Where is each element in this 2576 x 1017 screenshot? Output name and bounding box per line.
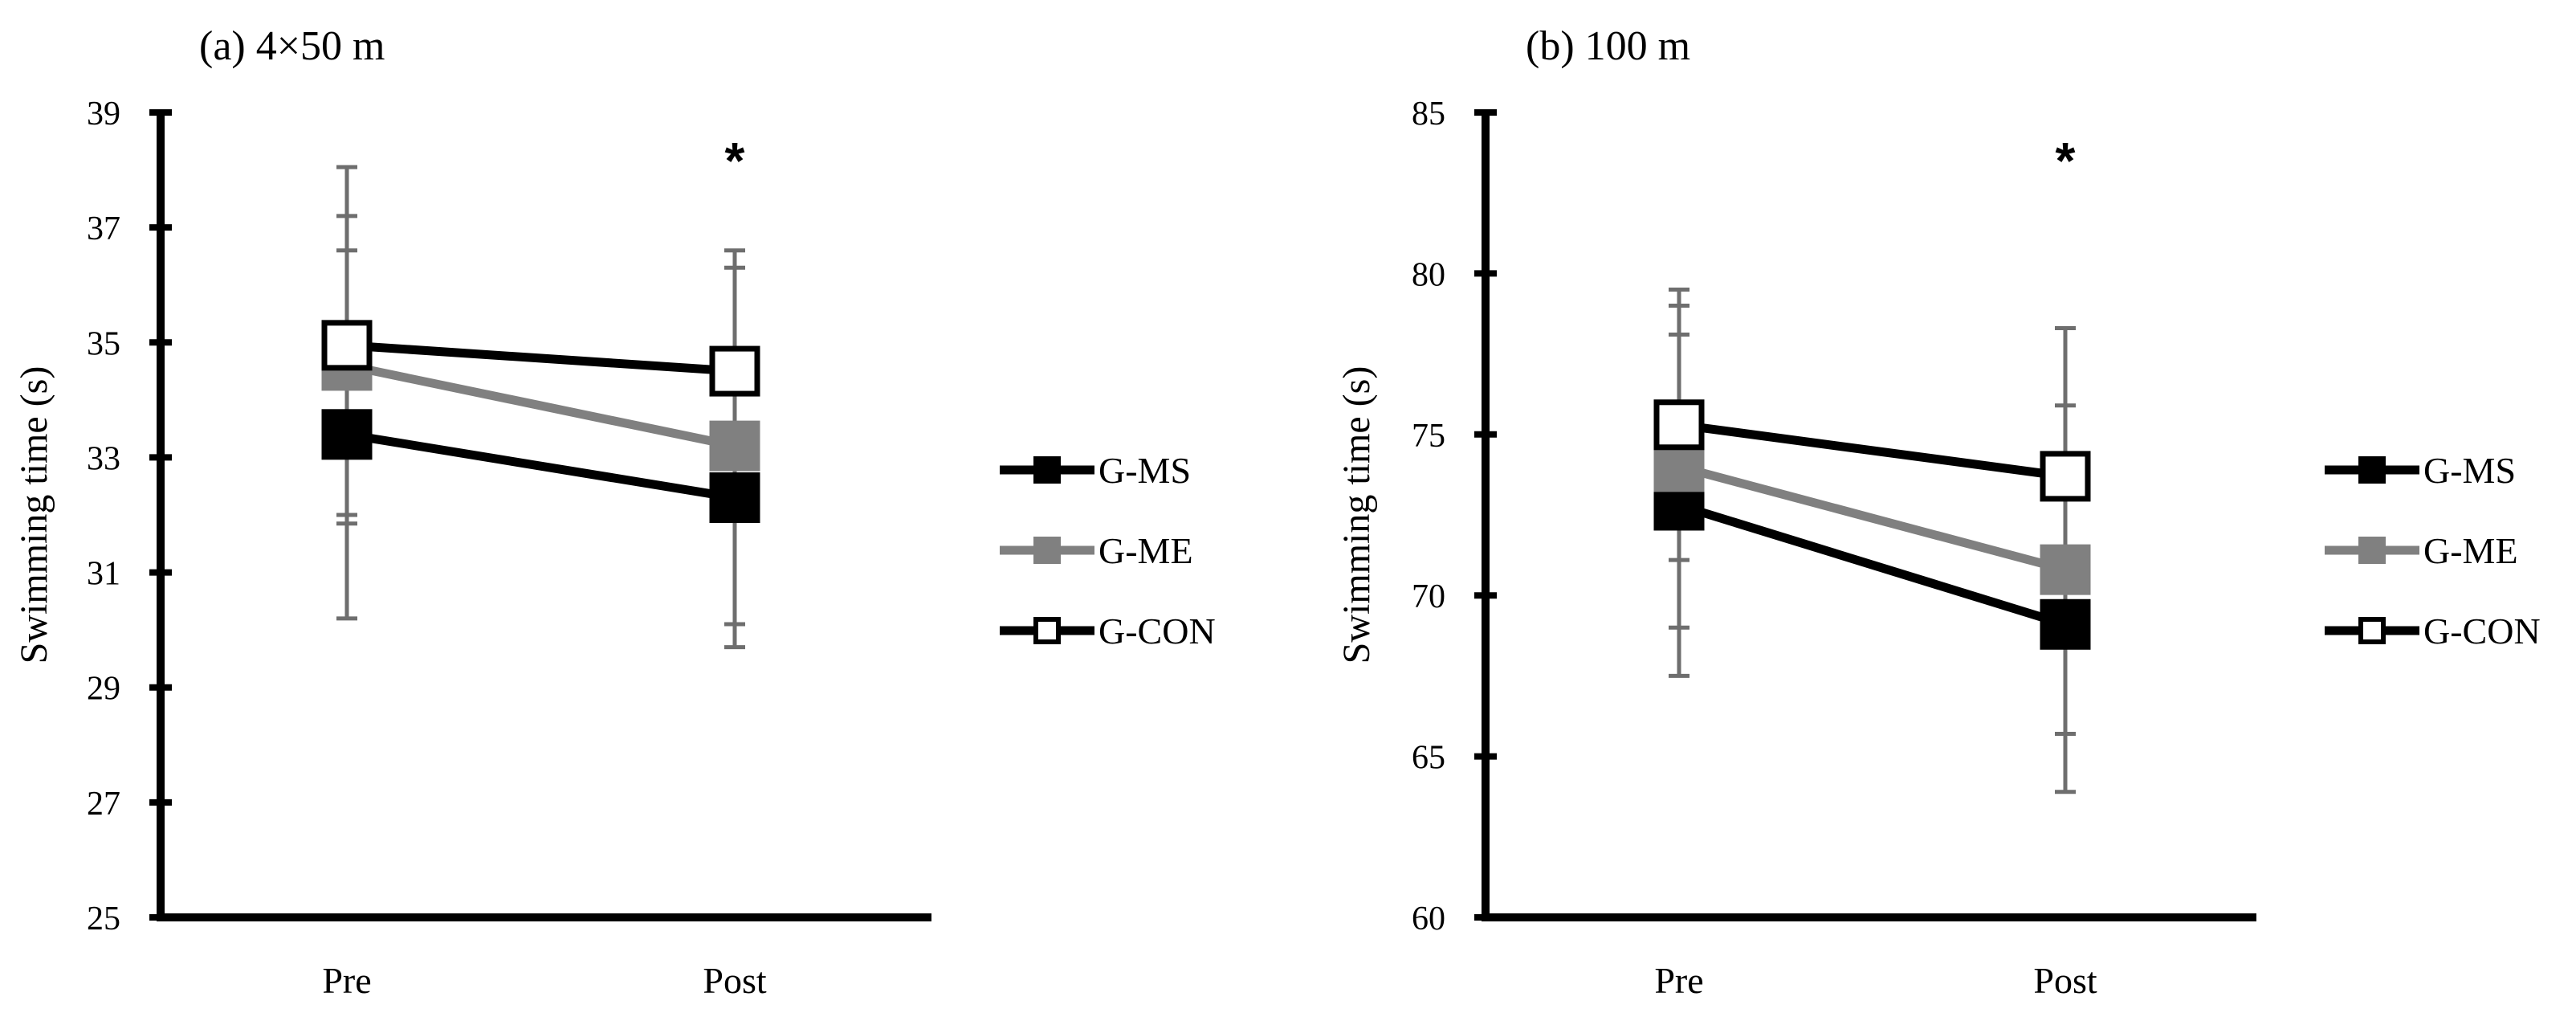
series-line-g-ms (1677, 500, 2067, 629)
data-point-g-con (1653, 399, 1705, 451)
legend-label: G-CON (1098, 611, 1216, 651)
y-axis-label: Swimming time (s) (13, 366, 55, 664)
y-tick-label: 80 (1412, 256, 1445, 293)
y-tick-label: 25 (87, 901, 120, 937)
y-tick-label: 31 (87, 556, 120, 593)
x-tick-label: Pre (322, 960, 371, 1001)
data-point-g-ms (2040, 598, 2091, 650)
y-tick-label: 65 (1412, 740, 1445, 777)
y-tick-label: 60 (1412, 901, 1445, 937)
significance-marker: * (725, 132, 745, 190)
y-tick-label: 29 (87, 671, 120, 708)
series-line-g-me (345, 361, 736, 451)
data-point-g-me (2040, 544, 2091, 595)
y-tick-label: 35 (87, 325, 120, 362)
legend-swatch-marker (2358, 456, 2386, 484)
y-tick-label: 85 (1412, 96, 1445, 133)
legend-swatch-marker (1033, 456, 1061, 484)
data-point-g-con (2040, 451, 2091, 502)
series-line-g-con (1678, 420, 2066, 481)
y-tick-label: 39 (87, 96, 120, 133)
data-point-g-con (321, 320, 373, 371)
legend-label: G-ME (1098, 530, 1193, 571)
legend-label: G-ME (2423, 530, 2518, 571)
legend-swatch-marker (1033, 537, 1061, 564)
y-tick-label: 33 (87, 440, 120, 477)
legend-label: G-CON (2423, 611, 2541, 651)
y-tick-label: 75 (1412, 418, 1445, 455)
y-axis-label: Swimming time (s) (1335, 366, 1378, 664)
x-tick-label: Post (703, 960, 766, 1001)
legend-swatch-marker (2358, 617, 2386, 644)
y-tick-label: 27 (87, 786, 120, 823)
legend-label: G-MS (2423, 450, 2516, 491)
y-tick-label: 70 (1412, 578, 1445, 615)
legend-swatch-marker (2358, 537, 2386, 564)
data-point-g-ms (321, 409, 373, 460)
chart-title: (b) 100 m (1526, 23, 1690, 69)
data-point-g-ms (709, 472, 760, 524)
legend-swatch-marker (1033, 617, 1061, 644)
x-tick-label: Pre (1654, 960, 1703, 1001)
significance-marker: * (2056, 132, 2076, 190)
chart-title: (a) 4×50 m (199, 23, 385, 69)
series-line-g-ms (346, 430, 736, 502)
data-point-g-me (709, 420, 760, 472)
y-tick-label: 37 (87, 210, 120, 247)
data-point-g-con (709, 345, 760, 397)
data-point-g-me (1653, 441, 1705, 492)
series-line-g-con (346, 341, 736, 376)
chart-panel-a: (a) 4×50 m Swimming time (s) 25 27 29 31 33 35 3… (13, 23, 1216, 1001)
x-tick-label: Post (2033, 960, 2097, 1001)
series-line-g-me (1677, 462, 2067, 574)
chart-panel-b: (b) 100 m Swimming time (s) 60 65 70 75 80 85 Pr… (1335, 23, 2541, 1001)
legend-label: G-MS (1098, 450, 1191, 491)
